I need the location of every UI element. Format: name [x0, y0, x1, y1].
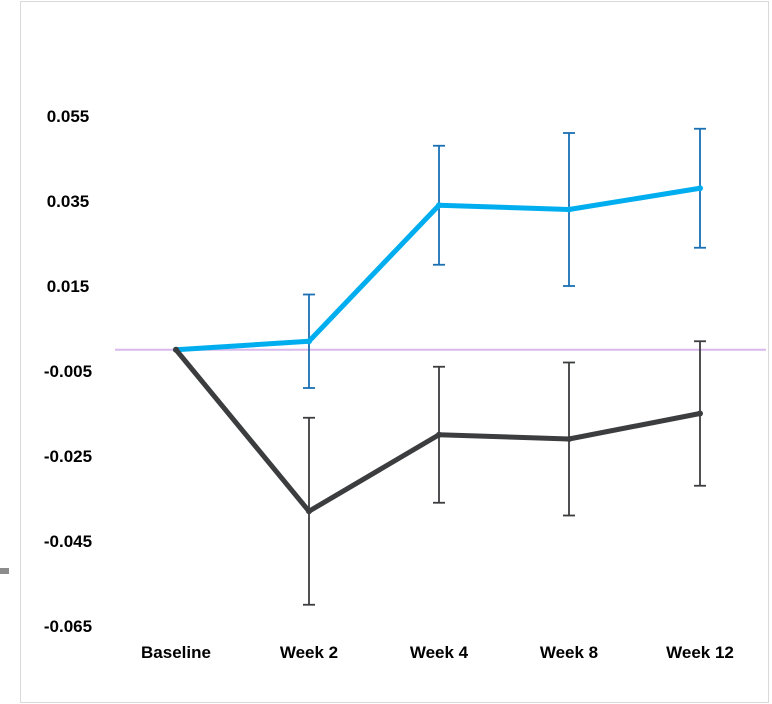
series-layer [173, 127, 706, 606]
y-tick-label: 0.055 [47, 107, 90, 126]
left-edge-marker [0, 568, 9, 574]
x-axis-labels: Baseline Week 2 Week 4 Week 8 Week 12 [141, 643, 734, 662]
data-point [566, 436, 572, 442]
series-2 [173, 340, 706, 606]
y-tick-label: -0.025 [44, 447, 92, 466]
x-category-label: Week 12 [666, 643, 734, 662]
y-tick-label: 0.035 [47, 192, 90, 211]
chart-frame [20, 1, 769, 703]
data-point [566, 206, 572, 213]
series-line [173, 185, 703, 353]
y-tick-label: -0.005 [44, 362, 92, 381]
x-category-label: Week 8 [540, 643, 598, 662]
data-point [306, 338, 312, 345]
series-1 [173, 127, 706, 389]
series-line [173, 347, 703, 514]
y-tick-label: -0.065 [44, 617, 92, 636]
x-category-label: Baseline [141, 643, 211, 662]
data-point [436, 431, 442, 438]
data-point [697, 410, 703, 417]
data-point [697, 185, 703, 192]
x-category-label: Week 2 [280, 643, 338, 662]
data-point [306, 508, 312, 515]
x-category-label: Week 4 [410, 643, 469, 662]
y-tick-label: 0.015 [47, 277, 90, 296]
data-point [173, 346, 179, 353]
y-axis-labels: 0.055 0.035 0.015 -0.005 -0.025 -0.045 -0.065 [44, 107, 92, 636]
data-point [436, 202, 442, 209]
y-tick-label: -0.045 [44, 532, 92, 551]
